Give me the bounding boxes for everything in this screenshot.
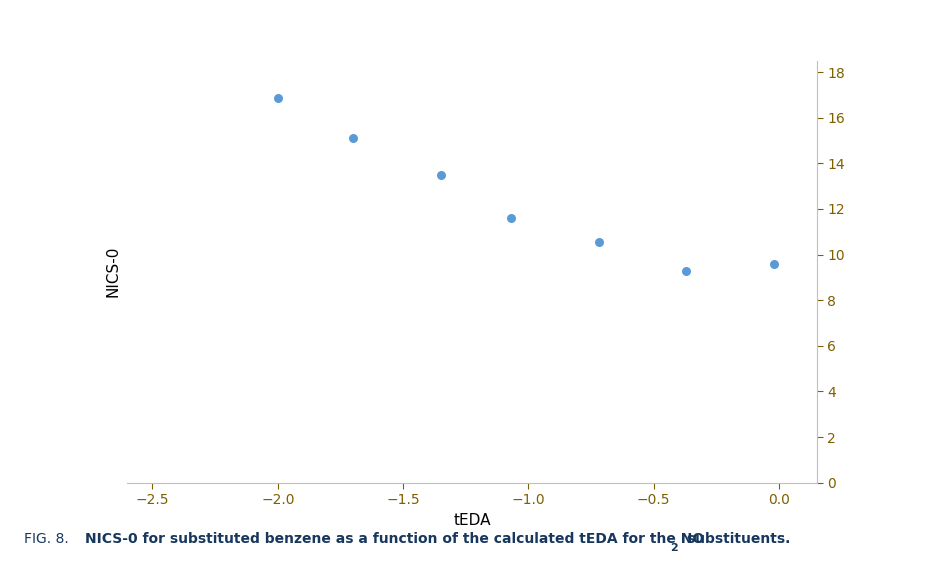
Point: [270, 94, 285, 103]
Text: 2: 2: [670, 543, 678, 553]
Text: substituents.: substituents.: [682, 532, 790, 546]
Point: [503, 213, 518, 223]
Text: NICS-0 for substituted benzene as a function of the calculated tEDA for the NO: NICS-0 for substituted benzene as a func…: [85, 532, 704, 546]
Point: [591, 238, 606, 247]
Point: [679, 266, 694, 275]
Point: [346, 134, 361, 143]
Point: [767, 259, 782, 268]
Text: FIG. 8.: FIG. 8.: [24, 532, 73, 546]
X-axis label: tEDA: tEDA: [453, 513, 491, 528]
Point: [433, 170, 448, 179]
Y-axis label: NICS-0: NICS-0: [106, 246, 121, 297]
